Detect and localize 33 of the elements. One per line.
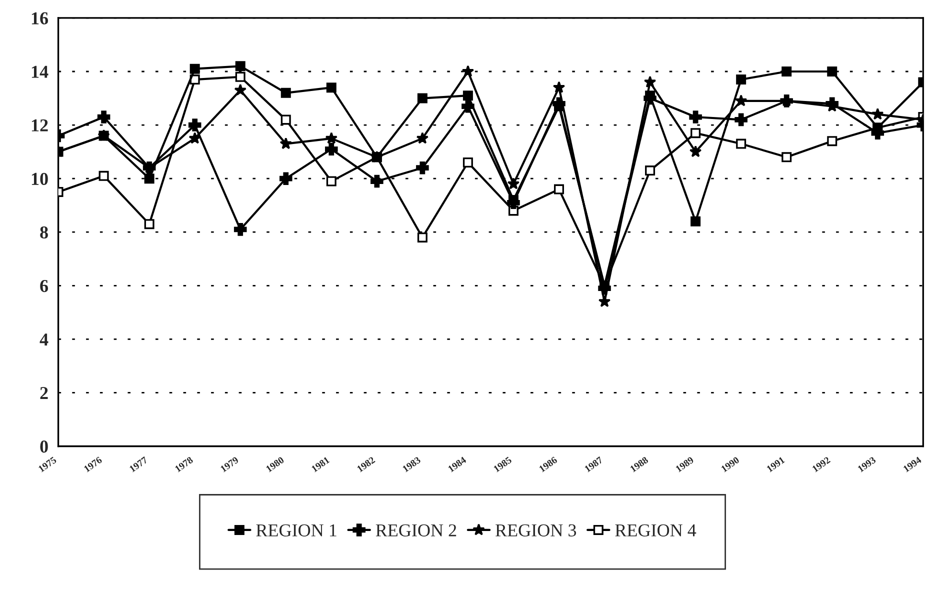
x-tick-label: 1984 [448, 456, 467, 472]
y-tick-label: 14 [32, 66, 48, 78]
legend-label: REGION 4 [615, 524, 696, 536]
y-tick-label: 6 [40, 280, 48, 292]
x-tick-label: 1983 [402, 456, 422, 472]
x-tick-label: 1975 [38, 456, 57, 472]
x-tick-label: 1989 [675, 456, 694, 472]
y-tick-label: 2 [40, 387, 48, 399]
legend-label: REGION 2 [376, 524, 456, 536]
x-tick-label: 1976 [84, 456, 102, 472]
y-tick-label: 8 [40, 226, 48, 239]
x-tick-label: 1981 [311, 456, 330, 472]
x-tick-label: 1991 [766, 456, 786, 472]
x-tick-label: 1982 [356, 456, 376, 472]
y-tick-label: 12 [32, 119, 48, 132]
y-tick-label: 0 [40, 440, 48, 453]
y-tick-label: 4 [40, 334, 48, 346]
x-tick-label: 1978 [174, 456, 194, 472]
legend-label: REGION 1 [256, 524, 336, 536]
legend-label: REGION 3 [496, 524, 576, 536]
x-tick-label: 1988 [630, 456, 649, 472]
y-tick-label: 10 [32, 172, 48, 186]
x-tick-label: 1992 [812, 456, 831, 472]
x-tick-label: 1990 [720, 456, 740, 472]
x-tick-label: 1987 [584, 456, 604, 472]
x-tick-label: 1980 [266, 456, 284, 472]
x-tick-label: 1994 [902, 456, 922, 472]
x-tick-label: 1986 [538, 456, 558, 472]
x-tick-label: 1985 [493, 456, 512, 472]
x-tick-label: 1979 [220, 456, 239, 472]
x-tick-label: 1993 [857, 456, 876, 472]
y-tick-label: 16 [32, 12, 48, 24]
x-tick-label: 1977 [129, 456, 148, 472]
